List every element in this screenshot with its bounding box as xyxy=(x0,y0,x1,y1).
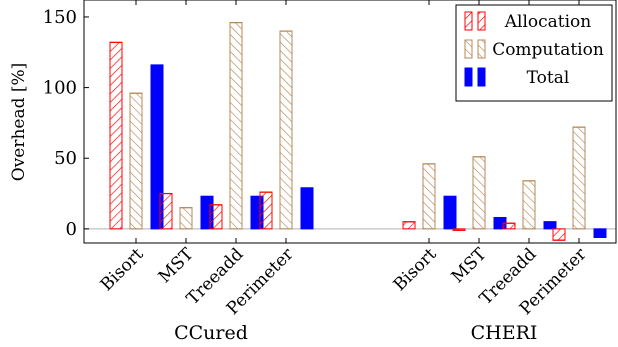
bar-cheri-perimeter-allocation xyxy=(552,228,566,241)
bar-ccured-mst-computation xyxy=(179,207,193,230)
legend-swatch-total xyxy=(464,67,473,87)
legend-swatch-allocation xyxy=(464,11,473,31)
legend-swatch-computation xyxy=(464,39,473,59)
category-label: MST xyxy=(448,244,491,287)
legend-swatch-allocation-2 xyxy=(477,11,486,31)
legend-swatch-computation-2 xyxy=(477,39,486,59)
legend-label-allocation: Allocation xyxy=(504,12,592,32)
bar-cheri-treeadd-total xyxy=(543,221,557,230)
plot-frame xyxy=(83,0,617,244)
bar-cheri-perimeter-total xyxy=(593,228,607,238)
y-tick-label: 50 xyxy=(54,148,77,169)
category-label: Bisort xyxy=(390,244,441,295)
y-tick-label: 150 xyxy=(43,7,77,28)
legend: Allocation Computation Total xyxy=(455,4,613,102)
bar-cheri-mst-computation xyxy=(472,156,486,230)
y-tick-label: 100 xyxy=(43,78,77,99)
bar-ccured-bisort-allocation xyxy=(109,41,123,230)
bars-layer xyxy=(109,22,607,241)
bar-cheri-bisort-computation xyxy=(422,163,436,230)
bar-cheri-perimeter-computation xyxy=(572,126,586,230)
group-label: CHERI xyxy=(471,322,538,344)
axis-layer: 0 50 100 150 xyxy=(43,0,580,243)
category-label: MST xyxy=(155,244,198,287)
legend-label-computation: Computation xyxy=(492,40,604,60)
category-label: Bisort xyxy=(97,244,148,295)
bar-ccured-perimeter-total xyxy=(300,187,314,230)
bar-ccured-treeadd-allocation xyxy=(209,204,223,230)
bar-ccured-bisort-computation xyxy=(129,92,143,230)
bar-ccured-perimeter-computation xyxy=(279,30,293,230)
group-label: CCured xyxy=(174,322,248,344)
bar-ccured-mst-allocation xyxy=(159,193,173,230)
bar-cheri-treeadd-allocation xyxy=(502,222,516,230)
bar-ccured-treeadd-computation xyxy=(229,22,243,230)
bar-cheri-bisort-total xyxy=(443,195,457,230)
y-tick-label: 0 xyxy=(66,219,77,240)
y-axis-label: Overhead [%] xyxy=(9,63,29,182)
bar-cheri-bisort-allocation xyxy=(402,221,416,230)
legend-label-total: Total xyxy=(527,68,570,88)
legend-swatch-total-2 xyxy=(477,67,486,87)
bar-ccured-perimeter-allocation xyxy=(259,191,273,230)
bar-cheri-treeadd-computation xyxy=(522,180,536,230)
